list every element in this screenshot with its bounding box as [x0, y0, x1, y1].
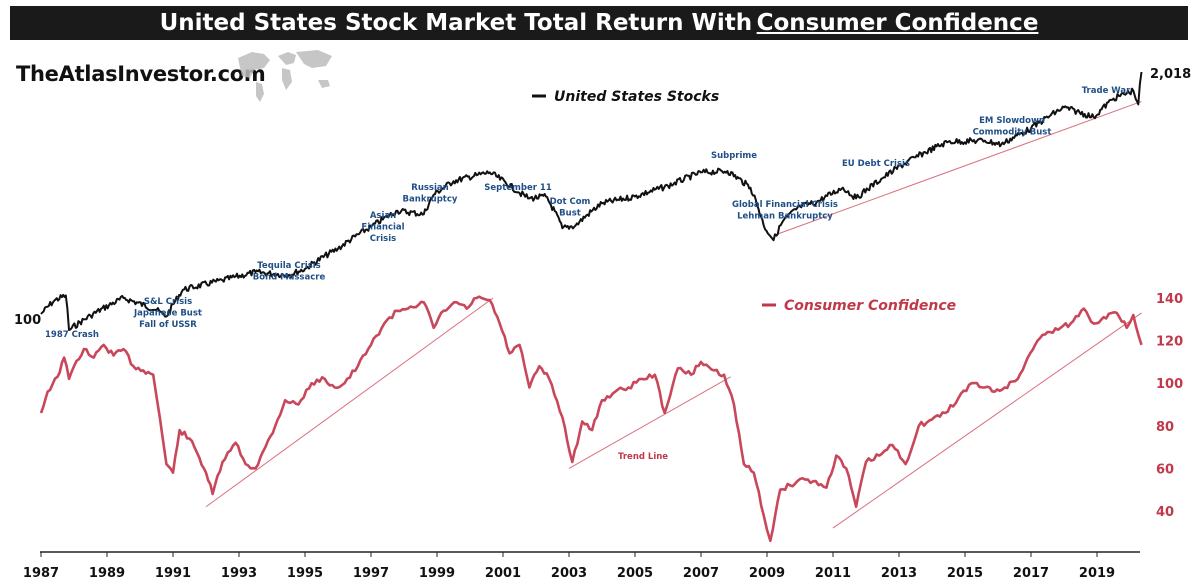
x-tick-label: 1993 — [221, 566, 257, 581]
x-tick-label: 2003 — [551, 566, 587, 581]
event-annotation: Russian Bankruptcy — [403, 183, 458, 205]
event-annotation: EM Slowdown Commodity Bust — [973, 116, 1052, 138]
us-stocks-line — [40, 71, 1143, 331]
y-tick-label: 100 — [1156, 377, 1183, 392]
legend-confidence-label: Consumer Confidence — [784, 298, 956, 314]
event-annotation: Trade War — [1082, 86, 1131, 96]
y-tick-label: 60 — [1156, 462, 1174, 477]
trend-line — [773, 100, 1142, 236]
chart-title-underlined: Consumer Confidence — [756, 10, 1039, 36]
world-map-icon — [238, 50, 332, 102]
y-tick-label: 80 — [1156, 420, 1174, 435]
x-tick-label: 1997 — [353, 566, 389, 581]
x-tick-label: 2009 — [749, 566, 785, 581]
x-tick-label: 2001 — [485, 566, 521, 581]
trend-line — [205, 297, 494, 508]
event-annotation: September 11 — [484, 183, 552, 193]
event-annotation: Dot Com Bust — [550, 197, 591, 219]
brand-name: TheAtlasInvestor.com — [16, 62, 266, 86]
title-bar: United States Stock Market Total Return … — [10, 6, 1188, 40]
trend-line — [568, 376, 731, 469]
x-tick-label: 2013 — [881, 566, 917, 581]
trend-line — [832, 312, 1142, 529]
x-tick-label: 2007 — [683, 566, 719, 581]
consumer-confidence-line — [39, 295, 1143, 543]
event-annotation: S&L Crisis Japanese Bust Fall of USSR — [133, 297, 202, 330]
x-tick-label: 1989 — [89, 566, 125, 581]
legend-stocks-label: United States Stocks — [554, 89, 719, 105]
x-tick-label: 2005 — [617, 566, 653, 581]
event-annotation: 1987 Crash — [45, 330, 99, 340]
event-annotation: Tequila Crisis Bond Massacre — [253, 261, 326, 283]
x-tick-label: 2015 — [947, 566, 983, 581]
x-tick-label: 1999 — [419, 566, 455, 581]
stocks-start-label: 100 — [14, 313, 41, 328]
x-tick-label: 2019 — [1079, 566, 1115, 581]
x-tick-label: 2017 — [1013, 566, 1049, 581]
annotations: 1987 Crash S&L Crisis Japanese Bust Fall of… — [45, 86, 1131, 340]
x-tick-label: 2011 — [815, 566, 851, 581]
y-tick-label: 140 — [1156, 292, 1183, 307]
y-tick-label: 40 — [1156, 505, 1174, 520]
event-annotation: Global Financial Crisis Lehman Bankruptcy — [732, 200, 838, 222]
event-annotation: Asian Financial Crisis — [361, 211, 404, 244]
x-tick-label: 1991 — [155, 566, 191, 581]
x-tick-label: 1995 — [287, 566, 323, 581]
event-annotation: EU Debt Crisis — [842, 159, 910, 169]
y-tick-label: 120 — [1156, 335, 1183, 350]
event-annotation: Subprime — [711, 151, 757, 161]
trend-line-label: Trend Line — [618, 452, 668, 462]
chart-title-main: United States Stock Market Total Return … — [159, 10, 753, 36]
stocks-end-label: 2,018 — [1150, 67, 1191, 82]
x-tick-label: 1987 — [23, 566, 59, 581]
